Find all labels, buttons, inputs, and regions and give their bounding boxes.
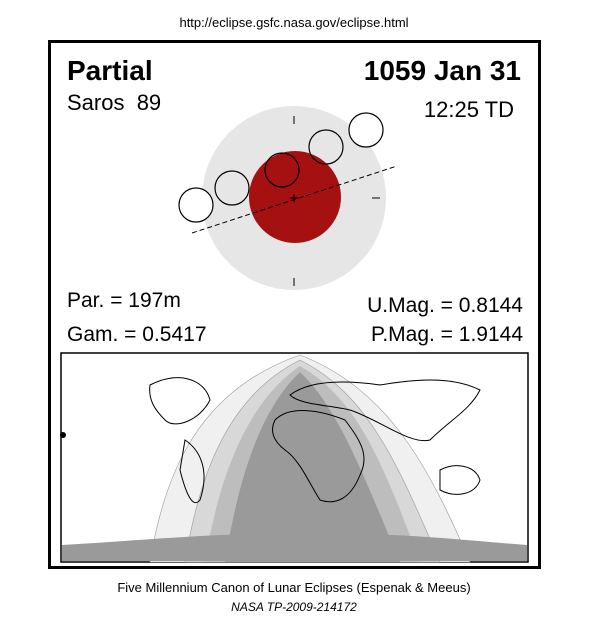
saros: Saros 89 bbox=[67, 90, 161, 115]
footer-reference: NASA TP-2009-214172 bbox=[231, 600, 357, 614]
moon-position bbox=[264, 152, 300, 188]
eclipse-date: 1059 Jan 31 bbox=[364, 55, 521, 86]
source-url: http://eclipse.gsfc.nasa.gov/eclipse.htm… bbox=[179, 15, 408, 30]
eurasia bbox=[289, 379, 481, 442]
umbral-zone bbox=[225, 372, 400, 562]
umbra bbox=[249, 151, 341, 243]
visibility-map bbox=[60, 352, 529, 563]
time: 12:25 TD bbox=[424, 97, 514, 122]
moon-position bbox=[308, 129, 344, 165]
moon-position bbox=[348, 112, 384, 148]
africa bbox=[272, 410, 365, 503]
moon-position bbox=[178, 187, 214, 223]
umag: U.Mag. = 0.8144 bbox=[367, 294, 523, 317]
australia bbox=[439, 465, 481, 495]
moon-path bbox=[191, 165, 398, 234]
par: Par. = 197m bbox=[67, 289, 181, 312]
moon-position bbox=[214, 170, 250, 206]
gam: Gam. = 0.5417 bbox=[67, 323, 207, 346]
pmag: P.Mag. = 1.9144 bbox=[371, 323, 523, 346]
map-marker bbox=[60, 432, 66, 438]
footer-canon: Five Millennium Canon of Lunar Eclipses … bbox=[117, 580, 470, 595]
eclipse-type: Partial bbox=[67, 55, 153, 86]
eclipse-geometry bbox=[178, 106, 398, 290]
antarctic-band bbox=[62, 534, 527, 561]
americas bbox=[149, 377, 211, 503]
